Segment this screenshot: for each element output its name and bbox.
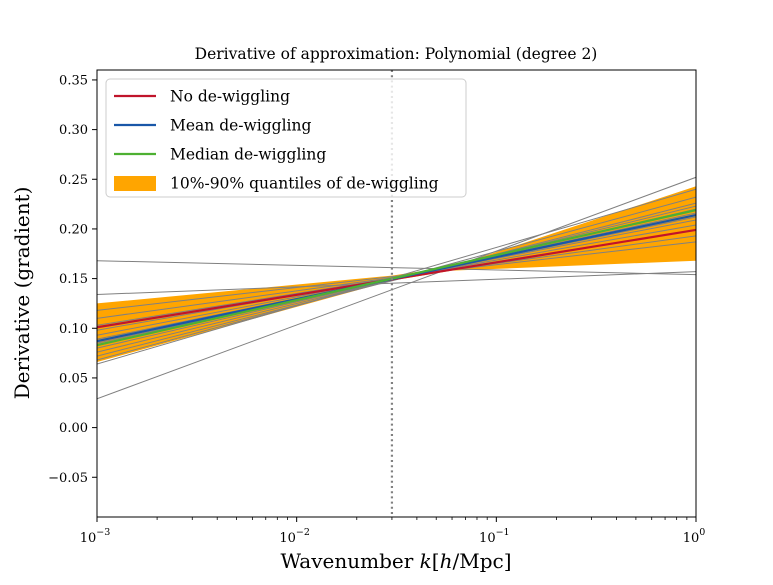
x-tick-label-1: 10−3 <box>80 527 111 546</box>
y-tick-label-9: 0.35 <box>59 73 88 88</box>
individual-line-1 <box>97 260 696 276</box>
legend-label-4: 10%-90% quantiles of de-wiggling <box>170 175 439 193</box>
x-tick-label-4: 100 <box>683 527 706 546</box>
y-tick-label-4: 0.10 <box>59 322 88 337</box>
axes-frame <box>96 69 697 518</box>
x-axis-title: Wavenumber k[h/Mpc] <box>280 549 511 573</box>
legend: No de-wiggling Mean de-wiggling Median de-… <box>105 78 467 198</box>
y-tick-label-5: 0.15 <box>59 272 88 287</box>
y-tick-label-2: 0.00 <box>59 421 88 436</box>
axes: 10−3 10−2 10−1 100 −0.05 0.00 0.05 0.10 0.15 0.20… <box>48 69 706 546</box>
series-line-3 <box>97 208 696 347</box>
individual-line-3 <box>97 176 696 400</box>
legend-label-3: Median de-wiggling <box>170 146 326 164</box>
legend-box <box>105 78 467 198</box>
x-tick-label-3: 10−1 <box>479 527 510 546</box>
y-axis-title: Derivative (gradient) <box>10 187 34 400</box>
legend-label-2: Mean de-wiggling <box>170 117 311 135</box>
y-tick-label-7: 0.25 <box>59 173 88 188</box>
y-tick-label-6: 0.20 <box>59 222 88 237</box>
y-tick-label-3: 0.05 <box>59 371 88 386</box>
y-tick-label-1: −0.05 <box>48 471 88 486</box>
legend-label-1: No de-wiggling <box>170 88 290 106</box>
plot-area <box>97 70 696 517</box>
individual-line-15 <box>97 241 696 311</box>
legend-swatch-4 <box>114 176 156 191</box>
x-tick-label-2: 10−2 <box>279 527 310 546</box>
y-tick-label-8: 0.30 <box>59 123 88 138</box>
individual-line-2 <box>97 271 696 295</box>
chart-title: Derivative of approximation: Polynomial … <box>195 45 598 63</box>
